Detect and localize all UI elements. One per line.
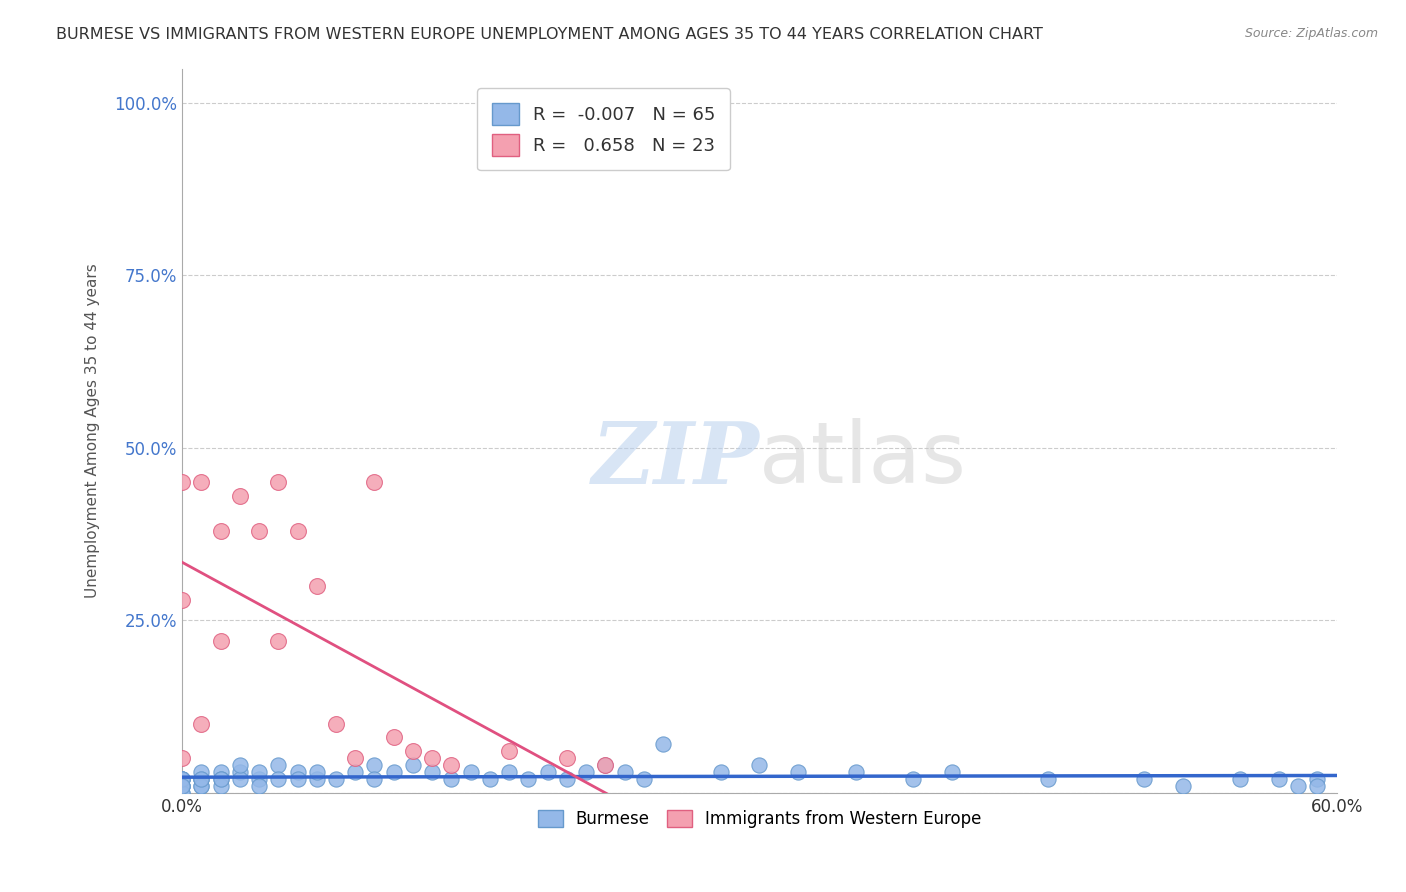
Point <box>267 475 290 490</box>
Point <box>305 764 328 779</box>
Point <box>190 475 212 490</box>
Point <box>305 579 328 593</box>
Point <box>325 772 347 786</box>
Point <box>575 764 598 779</box>
Point <box>267 634 290 648</box>
Point <box>170 772 193 786</box>
Point <box>190 772 212 786</box>
Point <box>363 475 385 490</box>
Point <box>247 779 270 793</box>
Point <box>460 764 482 779</box>
Point <box>344 764 367 779</box>
Point <box>382 764 405 779</box>
Point <box>420 764 443 779</box>
Y-axis label: Unemployment Among Ages 35 to 44 years: Unemployment Among Ages 35 to 44 years <box>86 263 100 598</box>
Text: BURMESE VS IMMIGRANTS FROM WESTERN EUROPE UNEMPLOYMENT AMONG AGES 35 TO 44 YEARS: BURMESE VS IMMIGRANTS FROM WESTERN EUROP… <box>56 27 1043 42</box>
Point <box>247 764 270 779</box>
Point <box>209 634 232 648</box>
Legend: Burmese, Immigrants from Western Europe: Burmese, Immigrants from Western Europe <box>531 804 988 835</box>
Point <box>1036 772 1059 786</box>
Point <box>402 744 425 758</box>
Point <box>170 786 193 800</box>
Point <box>287 764 309 779</box>
Point <box>1306 779 1329 793</box>
Point <box>537 764 560 779</box>
Text: atlas: atlas <box>759 418 967 501</box>
Point <box>170 779 193 793</box>
Point <box>440 772 463 786</box>
Point <box>555 751 578 765</box>
Point <box>209 772 232 786</box>
Point <box>209 772 232 786</box>
Point <box>941 764 963 779</box>
Point <box>229 764 252 779</box>
Point <box>1229 772 1251 786</box>
Point <box>170 786 193 800</box>
Point <box>420 751 443 765</box>
Point <box>633 772 655 786</box>
Point <box>190 779 212 793</box>
Point <box>209 764 232 779</box>
Point <box>325 716 347 731</box>
Point <box>363 772 385 786</box>
Point <box>229 489 252 503</box>
Point <box>190 772 212 786</box>
Point <box>170 779 193 793</box>
Point <box>344 751 367 765</box>
Point <box>190 779 212 793</box>
Point <box>748 758 770 772</box>
Point <box>652 738 675 752</box>
Text: ZIP: ZIP <box>592 417 759 501</box>
Point <box>1268 772 1291 786</box>
Point <box>595 758 617 772</box>
Point <box>363 758 385 772</box>
Point <box>517 772 540 786</box>
Point <box>170 772 193 786</box>
Point <box>786 764 808 779</box>
Point <box>903 772 925 786</box>
Point <box>170 779 193 793</box>
Point <box>170 592 193 607</box>
Point <box>170 751 193 765</box>
Point <box>190 716 212 731</box>
Point <box>267 772 290 786</box>
Point <box>229 758 252 772</box>
Point <box>305 772 328 786</box>
Point <box>440 758 463 772</box>
Point <box>595 758 617 772</box>
Point <box>190 764 212 779</box>
Point <box>170 475 193 490</box>
Point <box>170 772 193 786</box>
Point <box>209 779 232 793</box>
Point <box>1306 772 1329 786</box>
Point <box>247 524 270 538</box>
Point <box>382 731 405 745</box>
Point <box>190 772 212 786</box>
Point <box>287 524 309 538</box>
Point <box>613 764 636 779</box>
Point <box>845 764 868 779</box>
Point <box>1133 772 1156 786</box>
Point <box>287 772 309 786</box>
Point <box>498 744 520 758</box>
Point <box>1286 779 1309 793</box>
Point <box>498 764 520 779</box>
Point <box>229 772 252 786</box>
Point <box>170 772 193 786</box>
Point <box>402 758 425 772</box>
Point <box>170 779 193 793</box>
Point <box>247 772 270 786</box>
Point <box>267 758 290 772</box>
Point <box>478 772 501 786</box>
Point <box>209 524 232 538</box>
Point <box>710 764 733 779</box>
Text: Source: ZipAtlas.com: Source: ZipAtlas.com <box>1244 27 1378 40</box>
Point <box>1171 779 1194 793</box>
Point <box>555 772 578 786</box>
